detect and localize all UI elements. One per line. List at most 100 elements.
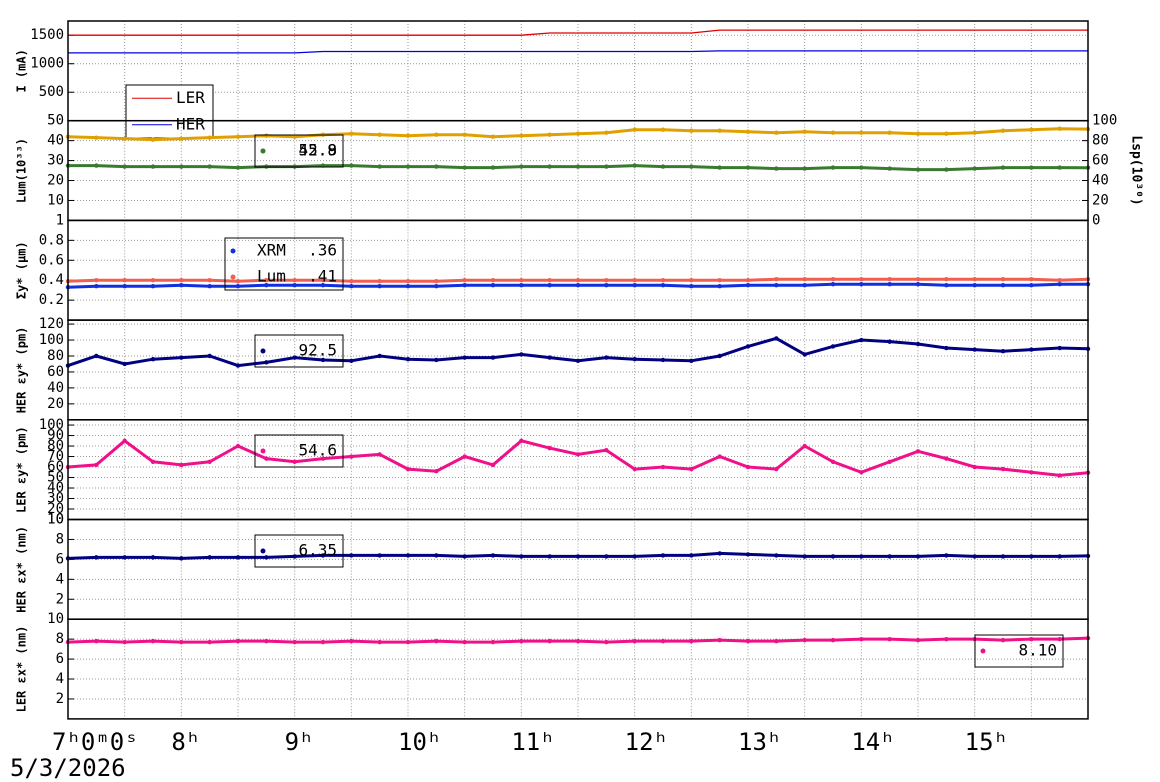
legend-marker (230, 248, 236, 254)
y-tick-label: 2 (56, 691, 64, 707)
data-point (405, 164, 411, 169)
data-point (434, 469, 439, 474)
x-tick-label: 9ʰ (285, 728, 314, 756)
data-point (320, 553, 326, 558)
y2-tick-label: 100 (1092, 113, 1117, 129)
data-point (320, 357, 326, 363)
data-point (292, 554, 297, 559)
y2-tick-label: 0 (1092, 212, 1100, 228)
data-point (915, 282, 921, 287)
data-point (490, 355, 496, 360)
data-point (235, 555, 241, 560)
y-tick-label: 0.8 (39, 232, 64, 248)
data-point (122, 361, 127, 367)
data-point (434, 357, 439, 363)
legend-value: .36 (308, 241, 337, 260)
legend-marker (260, 548, 266, 554)
y-tick-label: 10 (47, 611, 64, 627)
data-point (150, 638, 156, 644)
data-point (377, 279, 382, 284)
data-point (547, 355, 552, 360)
data-point (745, 283, 751, 288)
data-point (490, 462, 496, 468)
data-point (887, 339, 892, 344)
data-point (264, 638, 269, 644)
data-point (122, 555, 127, 560)
data-point (1057, 473, 1062, 478)
data-point (547, 445, 552, 451)
y-tick-label: 60 (47, 364, 64, 380)
data-point (94, 555, 99, 560)
data-point (434, 638, 439, 644)
y2-tick-label: 40 (1092, 173, 1109, 189)
y-tick-label: 1500 (30, 27, 64, 43)
y-tick-label: 1000 (30, 56, 64, 72)
data-point (689, 278, 694, 283)
legend-label: LER (176, 88, 205, 107)
data-point (660, 638, 666, 644)
y-tick-label: 40 (47, 380, 64, 396)
data-point (915, 277, 921, 282)
legend-label: 52.9 (298, 141, 337, 160)
data-point (604, 639, 609, 645)
data-point (377, 284, 382, 289)
legend: 45.852.9 (254, 134, 344, 168)
data-point (944, 131, 949, 136)
y-axis-label: Lum(10³³) (15, 138, 29, 203)
data-point (632, 127, 637, 132)
data-point (944, 636, 949, 642)
y-tick-label: 80 (47, 348, 64, 364)
data-point (405, 284, 411, 289)
data-point (575, 554, 581, 559)
data-point (915, 637, 921, 643)
data-point (632, 278, 637, 283)
data-point (519, 283, 524, 288)
data-point (1029, 283, 1034, 288)
x-tick-label: 15ʰ (965, 728, 1008, 756)
y-tick-label: 40 (47, 480, 64, 496)
data-point (575, 164, 581, 169)
legend-box (224, 237, 344, 291)
data-point (972, 283, 977, 288)
data-point (434, 279, 439, 284)
y-axis-label: HER εx* (nm) (15, 526, 29, 613)
data-point (944, 456, 949, 461)
data-point (604, 283, 609, 288)
y-axis-label: Σy* (μm) (15, 241, 29, 299)
data-point (774, 166, 779, 171)
data-point (264, 360, 269, 365)
data-point (887, 554, 892, 559)
data-point (434, 284, 439, 289)
y-tick-label: 6 (56, 551, 64, 567)
data-point (745, 464, 751, 470)
data-point (575, 452, 581, 457)
data-point (405, 356, 411, 362)
y-tick-label: 8 (56, 531, 64, 547)
data-point (179, 556, 184, 561)
data-point (179, 164, 184, 169)
y-tick-label: 8 (56, 631, 64, 647)
data-point (349, 553, 354, 558)
data-point (944, 345, 949, 351)
y2-tick-label: 60 (1092, 153, 1109, 169)
data-point (745, 165, 751, 170)
data-point (774, 638, 779, 644)
data-point (859, 130, 864, 135)
data-point (689, 466, 694, 472)
data-point (490, 553, 496, 558)
data-point (774, 277, 779, 282)
x-axis-date: 5/3/2026 (10, 754, 126, 782)
data-point (264, 555, 269, 560)
data-point (434, 164, 439, 169)
data-point (519, 164, 524, 169)
data-point (830, 637, 836, 643)
x-tick-label: 10ʰ (398, 728, 441, 756)
data-point (717, 165, 722, 170)
data-point (1029, 277, 1034, 282)
data-point (264, 456, 269, 461)
data-point (689, 358, 694, 363)
data-point (207, 278, 212, 283)
data-point (434, 553, 439, 558)
data-point (689, 553, 694, 558)
legend-box (974, 634, 1064, 668)
